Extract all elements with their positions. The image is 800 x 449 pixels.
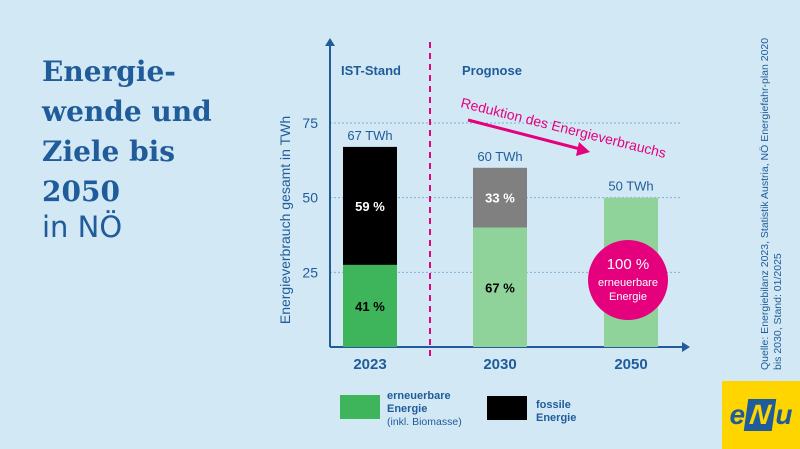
title-line-2: wende und (42, 95, 212, 128)
section-label-prognose: Prognose (462, 63, 522, 78)
legend-label-renewable-1: erneuerbare (387, 390, 451, 402)
bar-total-label: 67 TWh (347, 128, 392, 143)
circle-label-percent: 100 % (607, 256, 650, 273)
logo-letter-e: e (729, 399, 746, 430)
title-line-1: Energie- (42, 55, 176, 88)
source-note: Quelle: Energiebilanz 2023, Statistik Au… (745, 30, 795, 370)
bar-fossil (343, 146, 397, 265)
page-title: Energie- wende und Ziele bis 2050 (42, 52, 272, 212)
x-tick-label: 2050 (614, 356, 647, 373)
circle-label-line2: erneuerbare (598, 277, 658, 289)
title-line-4: 2050 (42, 175, 120, 208)
x-tick-label: 2030 (483, 356, 516, 373)
section-label-ist: IST-Stand (341, 63, 401, 78)
bar-label-renewable: 41 % (355, 299, 385, 314)
y-axis-arrow (325, 38, 335, 46)
reduction-arrow-head (576, 142, 590, 156)
legend-label-fossil-1: fossile (536, 399, 571, 411)
y-tick-label: 50 (302, 190, 318, 206)
bar-label-fossil: 59 % (355, 199, 385, 214)
source-text: Quelle: Energiebilanz 2023, Statistik Au… (759, 37, 784, 370)
y-axis-label: Energieverbrauch gesamt in TWh (277, 116, 293, 324)
bar-fossil (473, 167, 527, 228)
legend-label-renewable-2: Energie (387, 403, 427, 415)
bar-total-label: 50 TWh (608, 179, 653, 194)
title-line-3: Ziele bis (42, 135, 176, 168)
bar-renewable (473, 227, 527, 347)
bar-label-fossil: 33 % (485, 191, 515, 206)
bar-total-label: 60 TWh (477, 149, 522, 164)
reduction-arrow-line (467, 118, 585, 152)
legend-swatch-fossil (487, 396, 527, 420)
y-tick-label: 75 (302, 115, 318, 131)
bar-renewable (343, 264, 397, 347)
renewable-circle (588, 240, 668, 320)
y-tick-label: 25 (302, 264, 318, 280)
x-axis-arrow (682, 342, 690, 352)
logo-letter-n: N (743, 399, 777, 431)
page-subtitle: in NÖ (42, 210, 123, 244)
legend-label-fossil-2: Energie (536, 412, 576, 424)
logo-letter-u: u (775, 399, 793, 430)
circle-label-line3: Energie (609, 291, 647, 303)
x-tick-label: 2023 (353, 356, 386, 373)
bar-label-renewable: 67 % (485, 280, 515, 295)
legend-swatch-renewable (340, 395, 380, 419)
legend-label-renewable-3: (inkl. Biomasse) (387, 416, 462, 428)
